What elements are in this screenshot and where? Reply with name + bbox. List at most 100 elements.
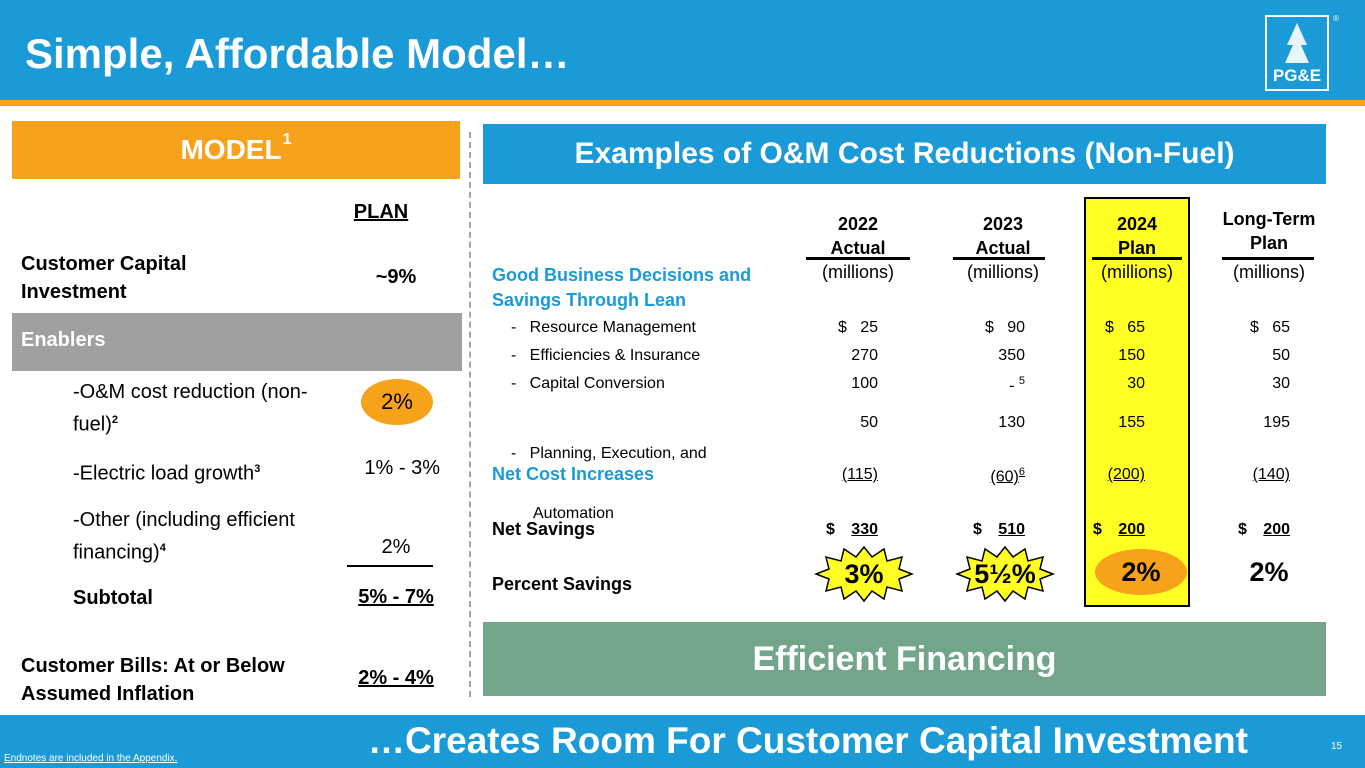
col-2024-rule [1092, 257, 1182, 260]
other-text: -Other (including efficient financing) [73, 509, 295, 564]
row-efficiencies-label: - Efficiencies & Insurance [511, 347, 701, 364]
model-banner: MODEL 1 [12, 121, 460, 179]
col-2022-rule [806, 257, 910, 260]
row-efficiencies-2023: 350 [998, 347, 1025, 364]
good-business-decisions-label: Good Business Decisions and Savings Thro… [492, 265, 752, 310]
net-savings-2024: 200 [1118, 521, 1145, 538]
net-cost-2023-footnote: 6 [1018, 466, 1025, 478]
percent-2022-burst-icon: 3% [814, 545, 914, 603]
row-resource-2023: $ 90 [984, 319, 1025, 336]
percent-2024: 2% [1095, 549, 1187, 595]
net-cost-2022: (115) [841, 466, 878, 483]
section-divider [469, 132, 471, 697]
subtotal-label: Subtotal [73, 587, 153, 609]
row-capital-conversion-2023-value: - [1009, 377, 1015, 395]
net-cost-2023: (60)6 [935, 466, 1025, 486]
col-2024-header: 2024 Plan [1086, 212, 1188, 260]
row-efficiencies-2024: 150 [1118, 347, 1145, 364]
om-reduction-label: -O&M cost reduction (non-fuel)2 [73, 378, 313, 439]
registered-mark: ® [1333, 14, 1339, 23]
row-efficiencies-longterm: 50 [1272, 347, 1290, 364]
row-capital-conversion-longterm: 30 [1272, 375, 1290, 392]
enablers-band [12, 313, 462, 371]
other-label: -Other (including efficient financing)4 [73, 506, 303, 567]
percent-longterm: 2% [1249, 557, 1289, 587]
header-accent-stripe [0, 100, 1365, 106]
row-capital-conversion-footnote: 5 [1018, 375, 1025, 387]
load-growth-text: -Electric load growth [73, 462, 255, 485]
net-savings-2023-dollar: $ [973, 521, 982, 538]
net-savings-longterm-dollar: $ [1238, 521, 1247, 538]
subtotal-value: 5% - 7% [358, 586, 434, 608]
customer-bills-label: Customer Bills: At or Below Assumed Infl… [21, 655, 285, 705]
row-planning-longterm: 195 [1263, 414, 1290, 431]
percent-2022: 3% [844, 559, 883, 589]
col-2023-rule [953, 257, 1045, 260]
col-2022-header: 2022 Actual [806, 212, 910, 260]
net-cost-longterm: (140) [1252, 466, 1290, 483]
other-value: 2% [381, 536, 411, 558]
col-longterm-rule [1222, 257, 1314, 260]
om-reduction-text: -O&M cost reduction (non-fuel) [73, 381, 308, 436]
net-savings-2024-dollar: $ [1093, 521, 1102, 538]
row-planning-2024: 155 [1118, 414, 1145, 431]
net-savings-2022-dollar: $ [826, 521, 835, 538]
row-efficiencies-2022: 270 [851, 347, 878, 364]
col-2023-unit: (millions) [967, 262, 1039, 282]
col-2022-type: Actual [830, 238, 886, 258]
plan-2024-highlight [1084, 197, 1190, 607]
percent-savings-label: Percent Savings [492, 574, 633, 594]
page-number: 15 [1331, 741, 1343, 752]
col-2022-year: 2022 [837, 214, 879, 234]
col-longterm-header: Long-Term Plan [1213, 207, 1325, 255]
footer-tagline: …Creates Room For Customer Capital Inves… [368, 720, 1248, 761]
model-banner-text: MODEL [180, 134, 282, 165]
net-savings-label: Net Savings [492, 519, 596, 539]
om-banner: Examples of O&M Cost Reductions (Non-Fue… [483, 124, 1326, 184]
efficient-financing-banner: Efficient Financing [483, 622, 1326, 696]
percent-2023: 5½% [974, 559, 1036, 589]
model-banner-footnote: 1 [282, 131, 292, 148]
load-growth-footnote: 3 [254, 463, 261, 475]
row-capital-conversion-2022: 100 [851, 375, 878, 392]
endnote-link[interactable]: Endnotes are included in the Appendix. [4, 753, 178, 764]
col-longterm-line1: Long-Term [1222, 209, 1316, 229]
net-savings-2022: 330 [851, 521, 878, 538]
col-2024-unit: (millions) [1101, 262, 1173, 282]
col-2024-year: 2024 [1116, 214, 1158, 234]
net-cost-2023-value: (60) [990, 468, 1019, 486]
row-resource-label: - Resource Management [511, 319, 696, 336]
col-longterm-unit: (millions) [1233, 262, 1305, 282]
row-resource-2024: $ 65 [1104, 319, 1145, 336]
load-growth-label: -Electric load growth3 [73, 455, 260, 488]
plan-column-header: PLAN [353, 201, 409, 223]
footer-bar [0, 715, 1365, 768]
row-planning-label-line1: - Planning, Execution, and [511, 445, 707, 462]
row-capital-conversion-2023: - 5 [935, 375, 1025, 395]
net-cost-label: Net Cost Increases [492, 464, 655, 484]
percent-2023-burst-icon: 5½% [955, 545, 1055, 603]
customer-bills-value: 2% - 4% [358, 667, 434, 689]
subtotal-rule [347, 565, 433, 567]
om-reduction-footnote: 2 [111, 414, 119, 426]
logo-text: PG&E [1273, 66, 1321, 85]
net-savings-longterm: 200 [1263, 521, 1290, 538]
col-2023-header: 2023 Actual [951, 212, 1055, 260]
col-2023-type: Actual [975, 238, 1031, 258]
row-planning-2022: 50 [860, 414, 878, 431]
row-resource-longterm: $ 65 [1249, 319, 1290, 336]
row-resource-2022: $ 25 [837, 319, 878, 336]
other-footnote: 4 [159, 542, 166, 554]
row-planning-2023: 130 [998, 414, 1025, 431]
col-longterm-line2: Plan [1249, 233, 1288, 253]
col-2023-year: 2023 [982, 214, 1024, 234]
enablers-label: Enablers [21, 329, 106, 351]
customer-capital-value: ~9% [375, 266, 417, 288]
page-title: Simple, Affordable Model… [25, 30, 570, 77]
pge-logo-icon: PG&E [1265, 15, 1329, 91]
net-cost-2024: (200) [1107, 466, 1145, 483]
header-bar [0, 0, 1365, 100]
load-growth-value: 1% - 3% [364, 457, 440, 479]
customer-capital-label: Customer Capital Investment [21, 253, 187, 303]
row-planning-label: - Planning, Execution, and Automation [511, 404, 707, 544]
